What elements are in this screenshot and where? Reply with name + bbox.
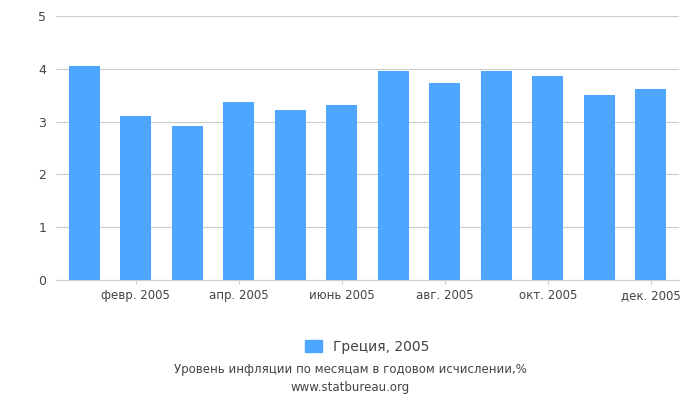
- Bar: [584, 95, 615, 280]
- Text: www.statbureau.org: www.statbureau.org: [290, 382, 410, 394]
- Bar: [481, 72, 512, 280]
- Bar: [172, 126, 203, 280]
- Bar: [532, 76, 564, 280]
- Bar: [275, 110, 306, 280]
- Bar: [326, 105, 357, 280]
- Legend: Греция, 2005: Греция, 2005: [305, 340, 430, 354]
- Bar: [69, 66, 100, 280]
- Bar: [635, 89, 666, 280]
- Text: Уровень инфляции по месяцам в годовом исчислении,%: Уровень инфляции по месяцам в годовом ис…: [174, 364, 526, 376]
- Bar: [120, 116, 151, 280]
- Bar: [378, 72, 409, 280]
- Bar: [429, 83, 460, 280]
- Bar: [223, 102, 254, 280]
